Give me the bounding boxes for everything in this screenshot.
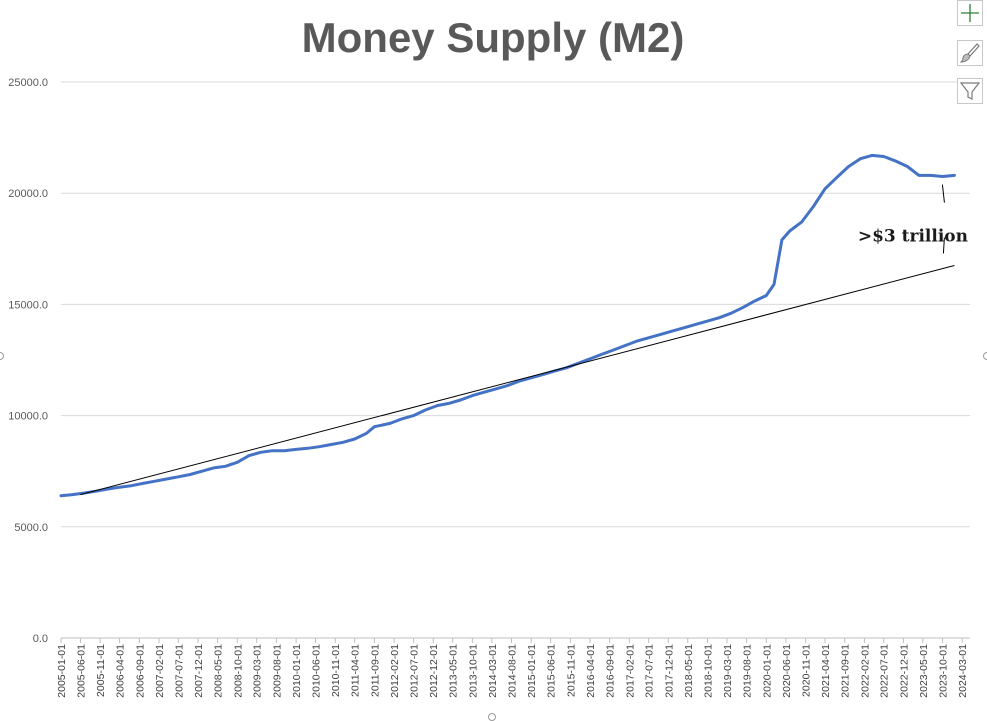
y-tick-label: 15000.0 <box>8 299 48 311</box>
x-tick-label: 2008-10-01 <box>232 644 244 698</box>
x-tick-label: 2017-07-01 <box>644 644 656 698</box>
x-tick-label: 2009-08-01 <box>271 644 283 698</box>
x-tick-label: 2008-05-01 <box>213 644 225 698</box>
x-tick-label: 2010-01-01 <box>291 644 303 698</box>
x-tick-label: 2024-03-01 <box>957 644 969 698</box>
x-tick-label: 2005-06-01 <box>75 644 87 698</box>
x-tick-label: 2015-01-01 <box>526 644 538 698</box>
x-tick-label: 2023-05-01 <box>918 644 930 698</box>
x-tick-label: 2007-12-01 <box>193 644 205 698</box>
annotation-label: >$3 trillion <box>858 226 968 246</box>
x-tick-label: 2010-06-01 <box>311 644 323 698</box>
chart-elements-button[interactable] <box>957 0 983 26</box>
x-tick-label: 2013-05-01 <box>448 644 460 698</box>
x-tick-label: 2011-04-01 <box>350 644 362 697</box>
x-tick-label: 2020-06-01 <box>781 644 793 698</box>
y-tick-label: 0.0 <box>33 633 48 645</box>
y-tick-label: 5000.0 <box>14 522 48 534</box>
x-tick-label: 2011-09-01 <box>369 644 381 697</box>
x-tick-label: 2017-12-01 <box>663 644 675 698</box>
annotation-bracket-bottom <box>942 237 945 254</box>
x-tick-label: 2021-09-01 <box>840 644 852 698</box>
y-tick-label: 10000.0 <box>8 411 48 423</box>
chart-resize-handle-right[interactable] <box>983 352 987 360</box>
x-tick-label: 2007-02-01 <box>154 644 166 698</box>
x-tick-label: 2022-02-01 <box>859 644 871 698</box>
x-tick-label: 2005-01-01 <box>56 644 68 698</box>
y-tick-label: 20000.0 <box>8 188 48 200</box>
x-tick-label: 2006-04-01 <box>115 644 127 698</box>
x-tick-label: 2012-07-01 <box>409 644 421 698</box>
x-tick-label: 2014-03-01 <box>487 644 499 698</box>
trend-line <box>80 265 955 496</box>
x-tick-label: 2018-05-01 <box>683 644 695 698</box>
annotation-bracket-top <box>941 184 945 203</box>
x-tick-label: 2020-01-01 <box>761 644 773 698</box>
chart-title: Money Supply (M2) <box>302 14 685 61</box>
y-tick-label: 25000.0 <box>8 77 48 89</box>
brush-icon <box>959 43 980 63</box>
m2-series-line <box>59 153 956 498</box>
x-tick-label: 2020-11-01 <box>801 644 813 697</box>
x-tick-label: 2022-12-01 <box>898 644 910 698</box>
x-tick-label: 2006-09-01 <box>134 644 146 698</box>
x-tick-label: 2022-07-01 <box>879 644 891 698</box>
funnel-icon <box>959 82 981 100</box>
x-tick-label: 2016-04-01 <box>585 644 597 698</box>
x-tick-label: 2014-08-01 <box>507 644 519 698</box>
x-tick-label: 2010-11-01 <box>330 644 342 697</box>
x-tick-label: 2019-08-01 <box>742 644 754 698</box>
x-tick-label: 2016-09-01 <box>605 644 617 698</box>
x-tick-label: 2005-11-01 <box>95 644 107 697</box>
x-tick-label: 2018-10-01 <box>702 644 714 698</box>
chart-resize-handle-bottom[interactable] <box>488 713 496 721</box>
chart-styles-button[interactable] <box>957 40 983 66</box>
x-tick-label: 2019-03-01 <box>722 644 734 698</box>
x-tick-label: 2009-03-01 <box>252 644 264 698</box>
x-tick-label: 2013-10-01 <box>467 644 479 698</box>
x-tick-label: 2007-07-01 <box>173 644 185 698</box>
x-tick-label: 2015-11-01 <box>565 644 577 697</box>
x-tick-label: 2015-06-01 <box>546 644 558 698</box>
plus-icon <box>961 4 979 22</box>
x-tick-label: 2012-12-01 <box>428 644 440 698</box>
chart-filters-button[interactable] <box>957 78 983 104</box>
x-tick-label: 2021-04-01 <box>820 644 832 698</box>
x-tick-label: 2023-10-01 <box>938 644 950 698</box>
x-tick-label: 2017-02-01 <box>624 644 636 698</box>
x-tick-label: 2012-02-01 <box>389 644 401 698</box>
